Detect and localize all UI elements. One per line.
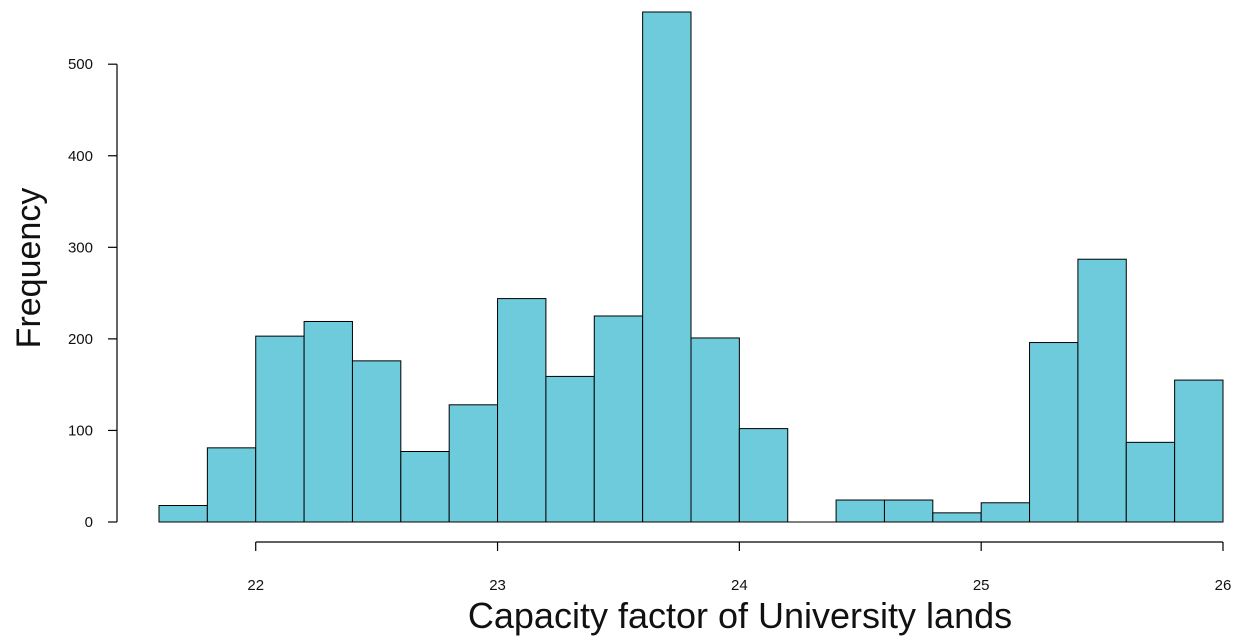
y-tick-label: 500 [68,56,93,73]
histogram-bar [835,499,885,523]
histogram-bar [738,428,789,523]
y-tick-label: 200 [68,331,93,348]
histogram-bar [1029,342,1079,523]
y-axis: 0 100 200 300 400 500 [68,56,118,531]
histogram-bar [400,450,450,523]
histogram-bar [642,11,692,523]
x-axis-title: Capacity factor of University lands [468,595,1012,636]
histogram-bar [883,499,934,523]
histogram-bar [1174,379,1224,523]
histogram-bar [255,335,305,523]
x-tick-label: 23 [489,577,506,594]
y-axis-title: Frequency [10,188,48,349]
histogram-bar [980,502,1031,523]
histogram-bar [158,505,208,523]
histogram-bar [690,337,740,523]
x-axis: 22 23 24 25 26 [247,541,1232,594]
y-tick-label: 300 [68,239,93,256]
x-tick-label: 26 [1215,577,1232,594]
bars-group [158,11,1224,523]
histogram-bar [497,298,547,523]
histogram-bar [206,447,257,523]
histogram-bar [545,375,595,523]
histogram-bar [1077,258,1127,523]
x-tick-label: 24 [731,577,748,594]
histogram-bar [1125,441,1176,523]
histogram-bar [351,360,402,523]
y-tick-label: 100 [68,422,93,439]
y-tick-label: 400 [68,148,93,165]
x-tick-label: 22 [247,577,264,594]
histogram-bar [303,320,353,523]
y-tick-label: 0 [85,514,93,531]
histogram-bar [448,404,499,523]
x-tick-label: 25 [973,577,990,594]
histogram-bar [932,512,982,523]
histogram-bar [593,315,644,523]
